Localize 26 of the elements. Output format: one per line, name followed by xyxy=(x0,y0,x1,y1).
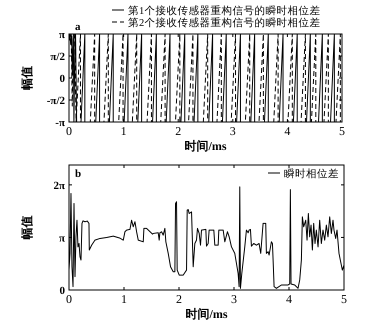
x-tick-label: 5 xyxy=(339,124,345,138)
y-tick-label: 2π xyxy=(53,180,65,192)
y-tick-label: -π xyxy=(55,117,65,129)
y-axis-title: 幅值 xyxy=(20,66,34,90)
y-tick-label: -π/2 xyxy=(46,95,66,107)
x-tick-label: 4 xyxy=(286,292,292,306)
legend-label: 瞬时相位差 xyxy=(284,167,339,180)
x-tick-label: 4 xyxy=(284,124,290,138)
x-tick-label: 1 xyxy=(121,292,127,306)
x-tick-label: 2 xyxy=(175,124,182,138)
legend-label: 第2个接收传感器重构信号的瞬时相位差 xyxy=(128,16,320,29)
x-tick-label: 3 xyxy=(231,292,237,306)
y-tick-label: 0 xyxy=(60,73,66,85)
y-tick-label: π/2 xyxy=(50,51,66,63)
x-tick-label: 3 xyxy=(230,124,236,138)
y-tick-label: π xyxy=(58,232,65,244)
x-tick-label: 1 xyxy=(120,124,127,138)
x-axis-title: 时间/ms xyxy=(184,139,227,153)
x-axis-title: 时间/ms xyxy=(186,307,228,321)
x-tick-label: 2 xyxy=(176,292,182,306)
legend-label: 第1个接收传感器重构信号的瞬时相位差 xyxy=(128,4,320,17)
y-axis-title: 幅值 xyxy=(20,216,34,240)
y-tick-label: π xyxy=(58,29,65,41)
annotation: b xyxy=(75,168,82,180)
text: a xyxy=(75,21,81,33)
x-tick-label: 5 xyxy=(341,292,347,306)
